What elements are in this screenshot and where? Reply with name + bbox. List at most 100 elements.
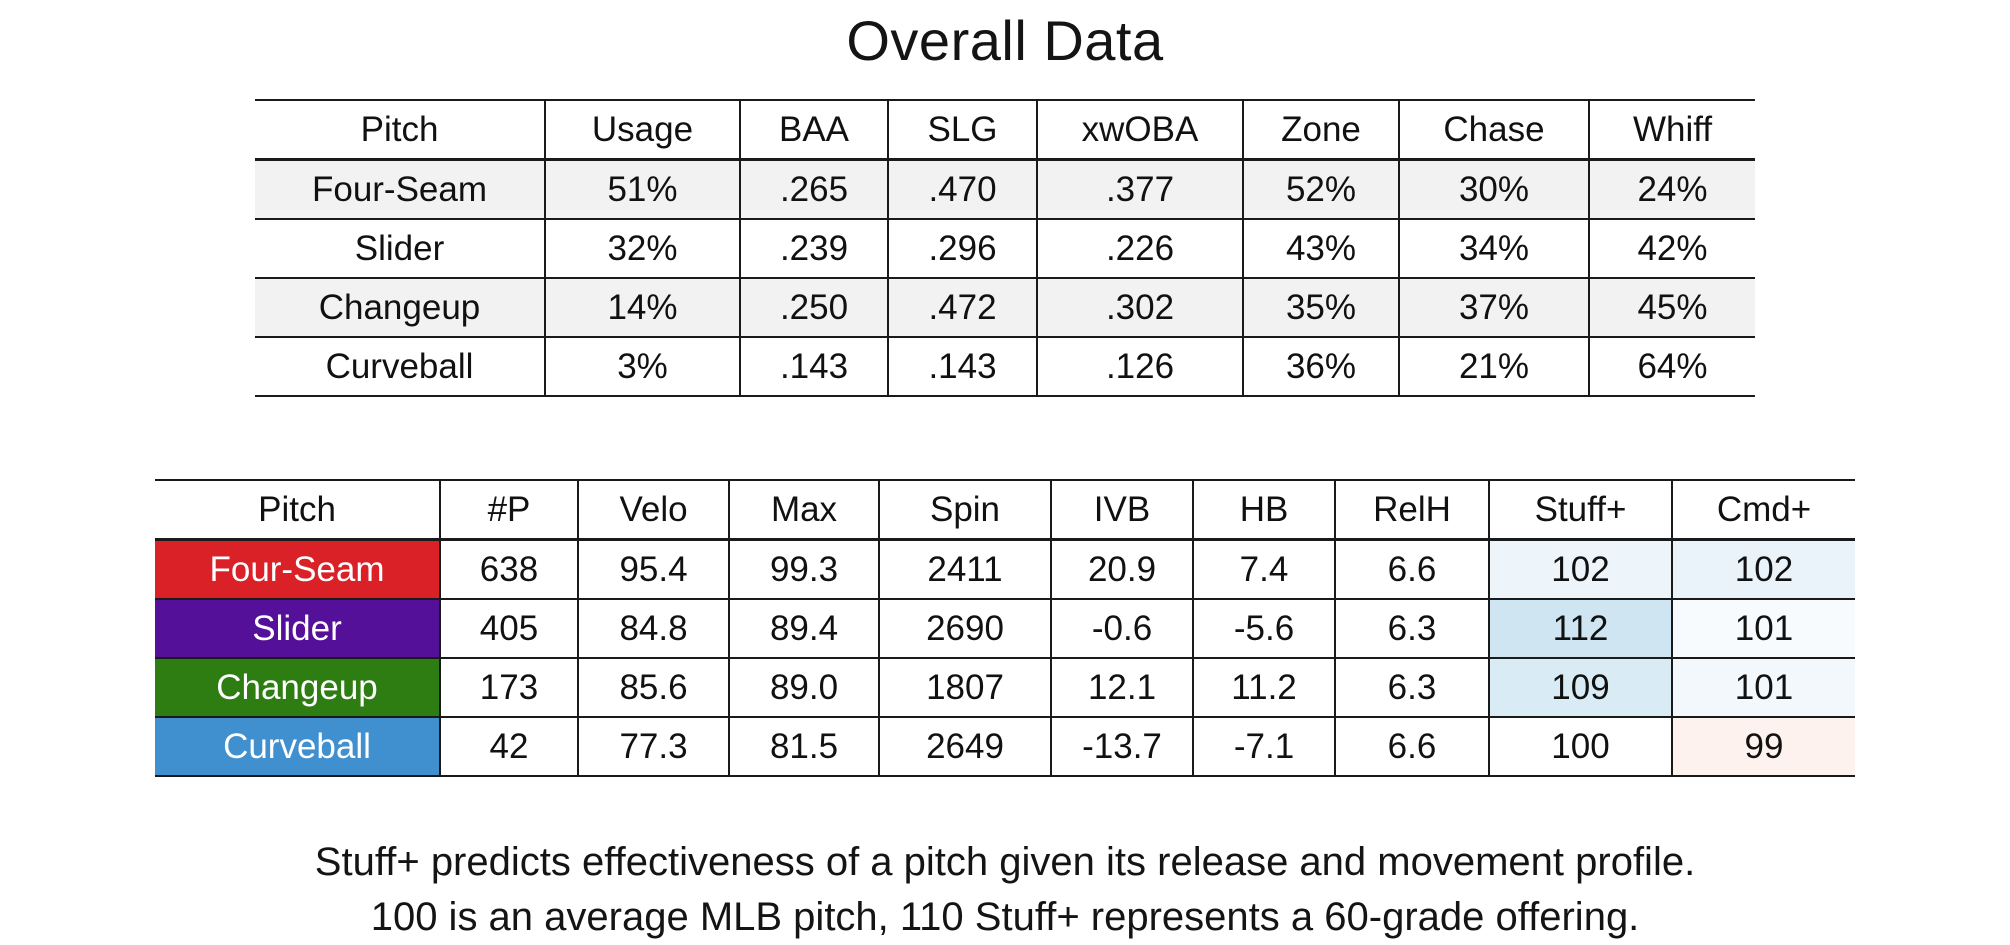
data-cell: .143 [739,336,889,397]
column-header: xwOBA [1036,99,1244,161]
data-cell: 51% [544,158,741,220]
data-cell: 64% [1588,336,1755,397]
data-cell: 6.6 [1334,716,1490,777]
table-body: Four-Seam 51% .265.470.377 52% 30% 24% Slider 3… [255,158,1755,397]
pitch-name-cell: Changeup [155,657,441,718]
data-cell: .226 [1036,218,1244,279]
data-cell: 102 [1671,538,1855,600]
pitch-name-cell: Four-Seam [155,538,441,600]
data-cell: .126 [1036,336,1244,397]
data-cell: -13.7 [1050,716,1194,777]
data-cell: 3% [544,336,741,397]
data-cell: 100 [1488,716,1673,777]
header-row: Pitch Usage BAA SLG xwOBA Zone Chase Whi… [255,99,1755,161]
data-cell: 7.4 [1192,538,1336,600]
column-header: Pitch [155,479,441,541]
table-row: Curveball 42 77.3 81.5 2649 -13.7 -7.1 6.6 100 99 [155,716,1855,777]
data-cell: 14% [544,277,741,338]
column-header: SLG [887,99,1038,161]
pitch-characteristics-table: Pitch #P Velo Max Spin IVB HB RelH Stuff… [155,479,1855,777]
data-cell: 34% [1398,218,1590,279]
column-header: Velo [577,479,730,541]
data-cell: 32% [544,218,741,279]
column-header: RelH [1334,479,1490,541]
data-cell: 99 [1671,716,1855,777]
column-header: Spin [878,479,1052,541]
footnote-line: Stuff+ predicts effectiveness of a pitch… [314,840,1696,884]
data-cell: -7.1 [1192,716,1336,777]
pitch-name-cell: Slider [155,598,441,659]
data-cell: 2690 [878,598,1052,659]
pitch-name-cell: Four-Seam [255,158,546,220]
data-cell: .472 [887,277,1038,338]
data-cell: 102 [1488,538,1673,600]
data-cell: 42% [1588,218,1755,279]
column-header: IVB [1050,479,1194,541]
data-cell: -5.6 [1192,598,1336,659]
table-row: Slider 405 84.8 89.4 2690 -0.6 -5.6 6.3 112 101 [155,598,1855,659]
footnote-line: 100 is an average MLB pitch, 110 Stuff+ … [370,895,1640,940]
data-cell: 45% [1588,277,1755,338]
table-header: Pitch #P Velo Max Spin IVB HB RelH Stuff… [155,479,1855,541]
column-header: BAA [739,99,889,161]
header-row: Pitch #P Velo Max Spin IVB HB RelH Stuff… [155,479,1855,541]
data-cell: 89.4 [728,598,880,659]
column-header: Max [728,479,880,541]
data-cell: 2411 [878,538,1052,600]
data-cell: 101 [1671,598,1855,659]
column-header: Whiff [1588,99,1755,161]
data-cell: .377 [1036,158,1244,220]
data-cell: 6.3 [1334,657,1490,718]
column-header: HB [1192,479,1336,541]
data-cell: .143 [887,336,1038,397]
data-cell: 112 [1488,598,1673,659]
data-cell: .302 [1036,277,1244,338]
table-row: Four-Seam 638 95.4 99.3 2411 20.9 7.4 6.6 102 102 [155,538,1855,600]
data-cell: 37% [1398,277,1590,338]
column-header: #P [439,479,579,541]
data-cell: 638 [439,538,579,600]
column-header: Usage [544,99,741,161]
data-cell: 6.3 [1334,598,1490,659]
data-cell: 12.1 [1050,657,1194,718]
data-cell: .470 [887,158,1038,220]
pitch-name-cell: Changeup [255,277,546,338]
data-cell: 101 [1671,657,1855,718]
table-row: Slider 32% .239.296.226 43% 34% 42% [255,218,1755,279]
data-cell: .239 [739,218,889,279]
stat-card: Overall Data Pitch Usage BAA SLG xwOBA Z… [125,0,1885,945]
pitch-name-cell: Curveball [155,716,441,777]
data-cell: 24% [1588,158,1755,220]
column-header: Stuff+ [1488,479,1673,541]
column-header: Zone [1242,99,1400,161]
column-header: Pitch [255,99,546,161]
data-cell: 77.3 [577,716,730,777]
page-title: Overall Data [846,9,1164,72]
data-cell: 11.2 [1192,657,1336,718]
table-row: Changeup 14% .250.472.302 35% 37% 45% [255,277,1755,338]
data-cell: 21% [1398,336,1590,397]
table-row: Curveball 3% .143.143.126 36% 21% 64% [255,336,1755,397]
data-cell: 85.6 [577,657,730,718]
data-cell: 6.6 [1334,538,1490,600]
data-cell: 20.9 [1050,538,1194,600]
data-cell: 1807 [878,657,1052,718]
data-cell: 173 [439,657,579,718]
table-row: Changeup 173 85.6 89.0 1807 12.1 11.2 6.3 109 101 [155,657,1855,718]
data-cell: 2649 [878,716,1052,777]
data-cell: 43% [1242,218,1400,279]
data-cell: .296 [887,218,1038,279]
data-cell: .265 [739,158,889,220]
data-cell: -0.6 [1050,598,1194,659]
column-header: Chase [1398,99,1590,161]
data-cell: 42 [439,716,579,777]
pitch-results-table: Pitch Usage BAA SLG xwOBA Zone Chase Whi… [255,99,1755,397]
data-cell: 95.4 [577,538,730,600]
data-cell: 30% [1398,158,1590,220]
table-row: Four-Seam 51% .265.470.377 52% 30% 24% [255,158,1755,220]
pitch-name-cell: Slider [255,218,546,279]
table-body: Four-Seam 638 95.4 99.3 2411 20.9 7.4 6.6 102 102… [155,538,1855,777]
data-cell: 35% [1242,277,1400,338]
data-cell: 99.3 [728,538,880,600]
data-cell: 109 [1488,657,1673,718]
